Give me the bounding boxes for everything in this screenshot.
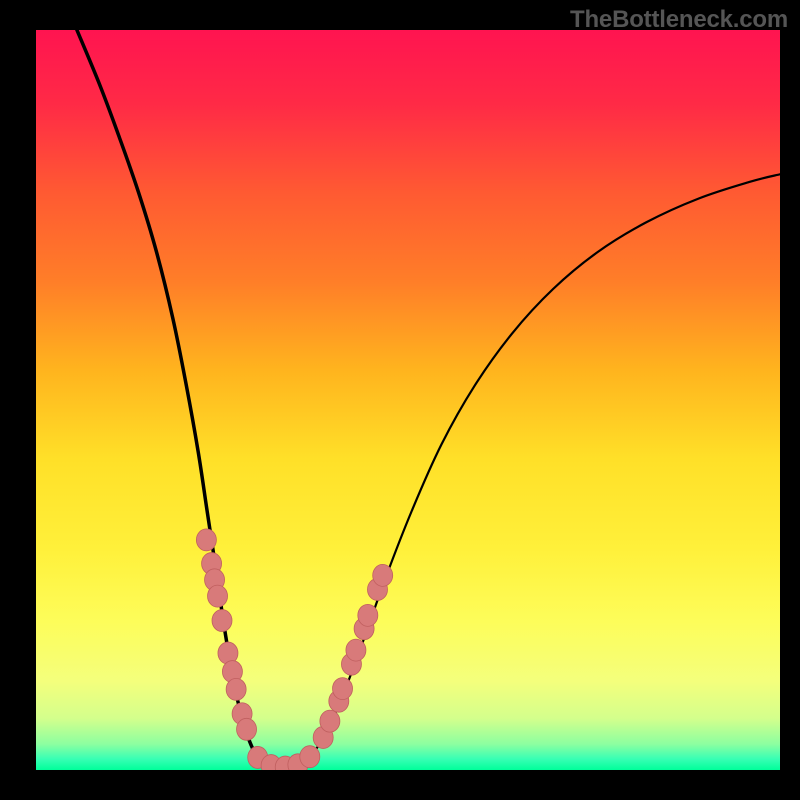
data-marker: [346, 639, 366, 661]
data-marker: [333, 678, 353, 700]
data-marker: [208, 585, 228, 607]
chart-svg: [36, 30, 780, 770]
data-marker: [237, 718, 257, 740]
data-marker: [196, 529, 216, 551]
data-marker: [212, 610, 232, 632]
stage: TheBottleneck.com: [0, 0, 800, 800]
data-marker: [300, 746, 320, 768]
plot-area: [36, 30, 780, 770]
data-marker: [373, 564, 393, 586]
data-marker: [226, 678, 246, 700]
data-marker: [320, 710, 340, 732]
gradient-background: [36, 30, 780, 770]
data-marker: [358, 604, 378, 626]
